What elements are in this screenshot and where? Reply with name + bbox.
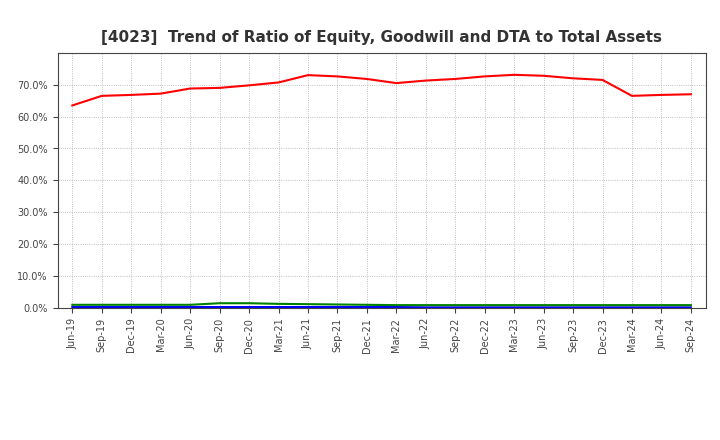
Deferred Tax Assets xyxy=(392,302,400,308)
Deferred Tax Assets xyxy=(274,301,283,307)
Deferred Tax Assets xyxy=(687,302,696,308)
Deferred Tax Assets xyxy=(127,302,135,308)
Goodwill xyxy=(68,304,76,310)
Deferred Tax Assets xyxy=(569,302,577,308)
Goodwill xyxy=(451,305,459,310)
Goodwill xyxy=(304,304,312,310)
Deferred Tax Assets xyxy=(628,302,636,308)
Equity xyxy=(451,76,459,81)
Deferred Tax Assets xyxy=(215,301,224,306)
Equity xyxy=(333,74,342,79)
Deferred Tax Assets xyxy=(186,302,194,308)
Goodwill xyxy=(245,304,253,310)
Goodwill xyxy=(127,304,135,310)
Deferred Tax Assets xyxy=(539,302,548,308)
Equity xyxy=(539,73,548,78)
Goodwill xyxy=(333,304,342,310)
Goodwill xyxy=(421,305,430,310)
Deferred Tax Assets xyxy=(68,302,76,308)
Deferred Tax Assets xyxy=(598,302,607,308)
Goodwill xyxy=(392,304,400,310)
Equity xyxy=(68,103,76,108)
Deferred Tax Assets xyxy=(156,302,165,308)
Goodwill xyxy=(186,304,194,310)
Equity xyxy=(628,93,636,99)
Deferred Tax Assets xyxy=(333,302,342,307)
Deferred Tax Assets xyxy=(451,302,459,308)
Equity xyxy=(186,86,194,91)
Equity xyxy=(657,92,666,98)
Goodwill xyxy=(510,305,518,310)
Equity xyxy=(97,93,106,99)
Equity xyxy=(687,92,696,97)
Goodwill xyxy=(215,304,224,310)
Goodwill xyxy=(598,305,607,310)
Deferred Tax Assets xyxy=(304,301,312,307)
Goodwill xyxy=(628,305,636,310)
Equity xyxy=(274,80,283,85)
Equity xyxy=(304,73,312,78)
Deferred Tax Assets xyxy=(245,301,253,306)
Deferred Tax Assets xyxy=(421,302,430,308)
Equity xyxy=(421,78,430,83)
Equity xyxy=(156,91,165,96)
Deferred Tax Assets xyxy=(480,302,489,308)
Equity xyxy=(510,72,518,77)
Equity xyxy=(245,83,253,88)
Line: Equity: Equity xyxy=(72,75,691,106)
Goodwill xyxy=(687,305,696,310)
Goodwill xyxy=(156,304,165,310)
Equity xyxy=(363,76,372,81)
Title: [4023]  Trend of Ratio of Equity, Goodwill and DTA to Total Assets: [4023] Trend of Ratio of Equity, Goodwil… xyxy=(101,29,662,45)
Goodwill xyxy=(657,305,666,310)
Equity xyxy=(598,77,607,83)
Goodwill xyxy=(274,304,283,310)
Goodwill xyxy=(480,305,489,310)
Equity xyxy=(215,85,224,91)
Equity xyxy=(480,74,489,79)
Deferred Tax Assets xyxy=(363,302,372,308)
Deferred Tax Assets xyxy=(97,302,106,308)
Equity xyxy=(392,81,400,86)
Equity xyxy=(569,76,577,81)
Goodwill xyxy=(97,304,106,310)
Deferred Tax Assets xyxy=(510,302,518,308)
Equity xyxy=(127,92,135,98)
Goodwill xyxy=(363,304,372,310)
Goodwill xyxy=(539,305,548,310)
Line: Deferred Tax Assets: Deferred Tax Assets xyxy=(72,303,691,305)
Goodwill xyxy=(569,305,577,310)
Deferred Tax Assets xyxy=(657,302,666,308)
